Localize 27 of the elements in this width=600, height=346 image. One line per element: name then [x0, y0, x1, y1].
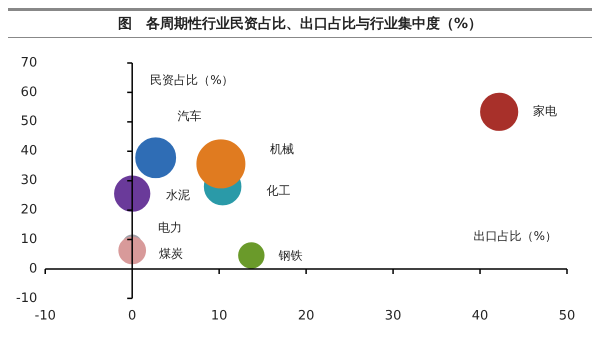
x-tick-label: 40	[472, 308, 488, 324]
x-tick-label: 10	[210, 308, 228, 324]
x-tick-label: 20	[298, 308, 314, 324]
x-tick-label: 0	[128, 308, 136, 324]
text: 机械	[270, 142, 294, 156]
y-tick-label: 50	[20, 114, 38, 130]
y-tick-label: -10	[16, 290, 38, 306]
x-tick-label: 50	[558, 308, 576, 324]
y-tick-label: 60	[20, 84, 38, 100]
series-label: 家电	[533, 104, 558, 118]
series-label: 水泥	[166, 188, 190, 202]
chart-title: 图 各周期性行业民资占比、出口占比与行业集中度（%）	[8, 8, 592, 38]
series-label: 电力	[158, 220, 182, 234]
x-axis-title: 出口占比（%）	[474, 229, 557, 244]
text: 化工	[266, 184, 291, 198]
x-tick-label: 30	[384, 308, 402, 324]
y-axis-title: 民资占比（%）	[150, 73, 234, 88]
x-tick-label: -10	[34, 308, 56, 324]
y-tick-label: 20	[20, 202, 38, 218]
y-tick-label: 30	[20, 173, 38, 188]
y-tick-label: 10	[20, 232, 38, 247]
y-tick-label: 0	[28, 261, 38, 276]
series-label: 汽车	[178, 108, 202, 123]
series-label: 钢铁	[277, 248, 302, 263]
y-tick-label: 40	[20, 144, 38, 159]
series-label: 煤炭	[159, 246, 184, 261]
y-tick-label: 70	[20, 55, 38, 70]
